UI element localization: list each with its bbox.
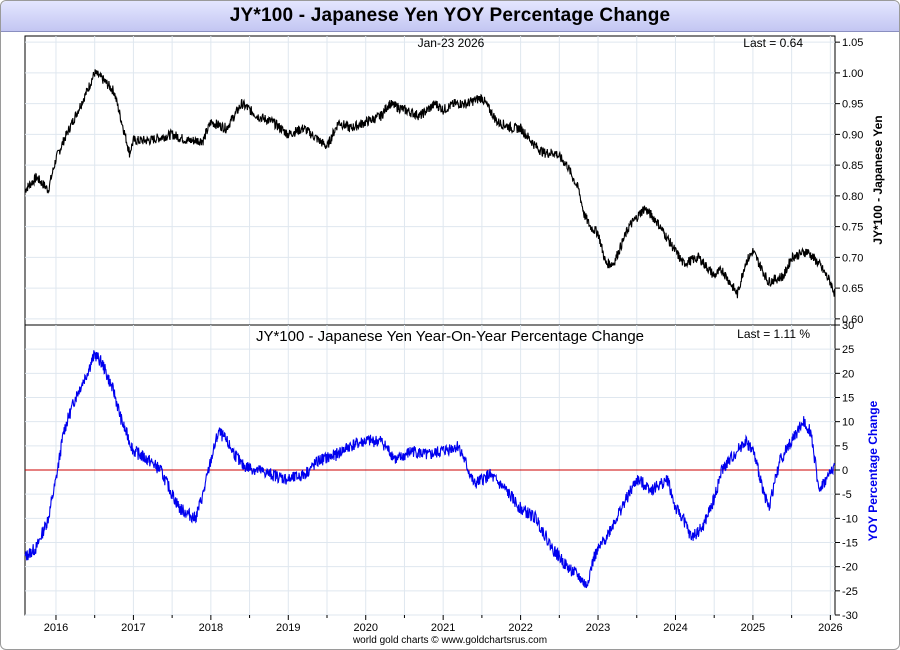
price-y-tick-label: 0.60	[842, 314, 863, 326]
price-series-line	[24, 69, 836, 299]
price-y-tick-label: 0.80	[842, 191, 863, 203]
yoy-y-tick-label: -30	[842, 610, 858, 622]
yoy-y-axis: 30 25 20 15 10 5 0 -5 -10 -15 -20 -25 -30	[835, 320, 858, 622]
x-tick-label: 2016	[44, 622, 68, 634]
price-y-tick-label: 0.70	[842, 252, 863, 264]
yoy-y-tick-label: 15	[842, 393, 854, 405]
yoy-y-tick-label: 5	[842, 441, 848, 453]
yoy-last-label: Last = 1.11 %	[737, 327, 810, 341]
price-y-tick-label: 0.65	[842, 283, 863, 295]
x-tick-label: 2021	[431, 622, 455, 634]
yoy-y-tick-label: -20	[842, 562, 858, 574]
x-tick-label: 2017	[121, 622, 145, 634]
x-axis: 2016 2017 2018 2019 2020 2021 2022 2023 2024 2025…	[44, 615, 843, 634]
price-y-axis: 0.60 0.65 0.70 0.75 0.80 0.85 0.90 0.95 1.00 1.05	[835, 37, 863, 326]
yoy-y-tick-label: 20	[842, 368, 854, 380]
price-y-tick-label: 0.75	[842, 222, 863, 234]
yoy-y-tick-label: -25	[842, 586, 858, 598]
x-tick-label: 2024	[663, 622, 687, 634]
price-y-tick-label: 0.90	[842, 129, 863, 141]
x-tick-label: 2026	[818, 622, 842, 634]
x-tick-label: 2019	[276, 622, 300, 634]
price-gridlines	[25, 36, 835, 325]
price-panel	[24, 35, 836, 326]
x-tick-label: 2023	[586, 622, 610, 634]
yoy-y-tick-label: -15	[842, 538, 858, 550]
footer-credit: world gold charts © www.goldchartsrus.co…	[352, 635, 547, 646]
yoy-chart-title: JY*100 - Japanese Yen Year-On-Year Perce…	[256, 328, 644, 345]
yoy-y-tick-label: 0	[842, 465, 848, 477]
price-y-tick-label: 1.00	[842, 68, 863, 80]
price-y-tick-label: 0.95	[842, 99, 863, 111]
x-tick-label: 2022	[508, 622, 532, 634]
price-y-tick-label: 1.05	[842, 37, 863, 49]
x-tick-label: 2025	[741, 622, 765, 634]
yoy-y-tick-label: 25	[842, 344, 854, 356]
yoy-y-tick-label: -5	[842, 489, 852, 501]
x-tick-label: 2018	[199, 622, 223, 634]
title-bar: JY*100 - Japanese Yen YOY Percentage Cha…	[1, 1, 899, 32]
yoy-y-tick-label: 30	[842, 320, 854, 332]
x-tick-label: 2020	[353, 622, 377, 634]
yoy-series-line	[24, 350, 836, 589]
price-y-axis-label: JY*100 - Japanese Yen	[871, 115, 885, 244]
yoy-y-axis-label: YOY Percentage Change	[866, 400, 880, 541]
price-date-label: Jan-23 2026	[418, 36, 485, 50]
price-y-tick-label: 0.85	[842, 160, 863, 172]
price-last-label: Last = 0.64	[743, 36, 803, 50]
yoy-y-tick-label: -10	[842, 513, 858, 525]
yoy-y-tick-label: 10	[842, 417, 854, 429]
page-title: JY*100 - Japanese Yen YOY Percentage Cha…	[229, 5, 671, 26]
